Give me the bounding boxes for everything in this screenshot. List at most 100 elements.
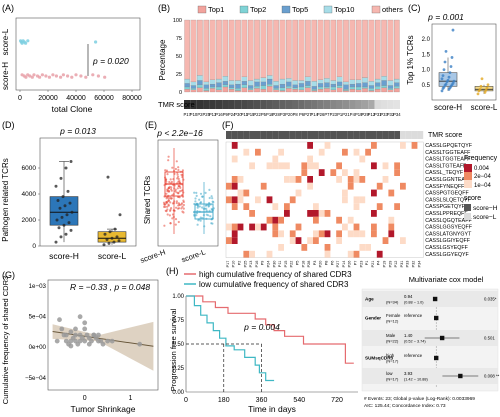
- panel-e-pvalue: p < 2.2e−16: [156, 128, 203, 138]
- panel-b-legend-swatch: [323, 5, 333, 14]
- panel-f-heat-cell: [284, 162, 290, 170]
- panel-f-heat-cell: [342, 169, 348, 176]
- panel-b-bar-segment: [260, 89, 267, 93]
- panel-d-ytick-label: 0: [32, 243, 36, 250]
- panel-f-heat-cell: [359, 176, 366, 183]
- panel-e-point: [208, 188, 211, 191]
- panel-f-heat-cell: [284, 176, 290, 183]
- panel-b-bar-segment: [235, 19, 241, 81]
- panel-a-point: [96, 74, 100, 78]
- panel-b-bar-segment: [209, 79, 216, 85]
- panel-b-bar-segment: [247, 85, 254, 89]
- panel-f-heat-cell: [342, 148, 348, 156]
- forest-level: high: [386, 353, 395, 358]
- panel-f-heat-cell: [237, 189, 244, 197]
- panel-b-bar-segment: [279, 83, 286, 88]
- panel-f-heat-cell: [324, 230, 331, 238]
- panel-b-bar-segment: [286, 81, 292, 87]
- panel-b-legend-swatch: [197, 5, 207, 14]
- panel-f-heat-cell: [365, 244, 371, 251]
- panel-b-tmr-cell: [298, 100, 305, 109]
- panel-f-heatmap: [225, 141, 424, 258]
- panel-f-row-label: CASSL_TEQYF: [425, 170, 464, 176]
- panel-g-confidence-band: [52, 321, 154, 371]
- panel-e-point: [166, 205, 169, 208]
- panel-b-tmr-cell: [361, 100, 369, 109]
- panel-b-bar-segment: [387, 89, 394, 93]
- panel-b-bar-segment: [343, 84, 349, 90]
- panel-e-point: [165, 169, 168, 172]
- panel-b-bar-segment: [184, 86, 190, 90]
- panel-b-tmr-cell: [304, 100, 312, 109]
- panel-b-bar-segment: [387, 88, 394, 90]
- panel-b-bar-segment: [298, 89, 305, 93]
- panel-e-point: [167, 197, 170, 200]
- panel-f-heat-cell: [336, 230, 342, 238]
- panel-b-bar-segment: [292, 19, 298, 81]
- panel-b-tmr-cell: [266, 100, 273, 109]
- panel-b-bar-segment: [190, 19, 197, 83]
- panel-f-heat-cell: [231, 223, 238, 231]
- panel-e-point: [177, 202, 180, 205]
- panel-a-point: [30, 75, 34, 79]
- panel-f-legend-tick-1: 0.004: [474, 166, 490, 172]
- panel-b-bar-segment: [324, 78, 330, 83]
- panel-b-xtick-label: P21: [342, 112, 350, 117]
- panel-g-point: [91, 332, 97, 338]
- panel-f-col-label: P15: [284, 261, 288, 268]
- panel-f-row-label: CASSLSLQETQYF: [425, 197, 471, 203]
- panel-g: (G) R = −0.33 , p = 0.048 Cumulative fre…: [1, 270, 159, 414]
- panel-a-xtick-label: 0: [18, 95, 22, 102]
- forest-hr: 0.94: [404, 294, 413, 299]
- panel-b-bar-segment: [266, 86, 273, 93]
- panel-e-point: [165, 180, 168, 183]
- forest-row-stripe: [362, 291, 498, 307]
- panel-b-bar-segment: [203, 81, 210, 85]
- panel-e-point: [168, 214, 171, 217]
- panel-f-heat-cell: [307, 210, 313, 217]
- panel-b-bar-segment: [349, 83, 356, 88]
- panel-b-bar-segment: [184, 89, 190, 93]
- panel-f-heat-cell: [249, 210, 255, 217]
- panel-e-point: [177, 166, 180, 169]
- panel-e-point: [171, 166, 174, 169]
- panel-d-point: [106, 175, 110, 179]
- panel-d-point: [67, 221, 71, 225]
- panel-f-heat-cell: [353, 196, 360, 204]
- panel-f-heat-cell: [359, 155, 366, 163]
- panel-e-cat-score-l: score-L: [180, 247, 207, 264]
- panel-b-bar-segment: [197, 87, 203, 93]
- panel-d-point: [59, 235, 63, 239]
- panel-e-point: [174, 223, 177, 226]
- panel-f-col-label: P29: [388, 261, 392, 268]
- panel-f-heat-cell: [394, 203, 400, 210]
- panel-b-bar-segment: [266, 83, 273, 87]
- panel-e-point: [165, 201, 168, 204]
- panel-b-bar-segment: [387, 80, 394, 86]
- panel-e-point: [169, 196, 172, 199]
- panel-f-heat-cell: [371, 230, 377, 238]
- panel-b-bar-segment: [381, 80, 387, 86]
- panel-b-xtick-label: P19: [355, 112, 363, 117]
- panel-f-tmr-cell: [284, 131, 290, 139]
- panel-f-heat-cell: [318, 148, 325, 156]
- panel-b-bar-segment: [260, 81, 267, 86]
- panel-b-tmr-cell: [342, 100, 350, 109]
- panel-f-heat-cell: [278, 230, 284, 238]
- panel-c-boxes: [438, 28, 494, 96]
- panel-c-point: [451, 28, 455, 32]
- panel-f-heat-cell: [324, 142, 331, 149]
- panel-f-tmr-cell: [342, 131, 348, 139]
- panel-f-heat-cell: [336, 237, 342, 244]
- panel-g-label: (G): [2, 270, 15, 280]
- panel-f-heat-cell: [278, 162, 284, 170]
- panel-b-bar-segment: [197, 80, 203, 85]
- panel-b-ytick-label: 25: [176, 72, 182, 78]
- panel-forest: Multivariate cox model Age (N=34) 0.94 (0.8…: [361, 275, 500, 409]
- panel-f-heat-cell: [226, 196, 232, 204]
- panel-f-heat-cell: [289, 230, 296, 238]
- panel-b-bar-segment: [336, 87, 343, 93]
- panel-f-row-label: CASSLTGTEAFF: [425, 163, 467, 169]
- panel-a-point: [24, 41, 28, 45]
- panel-e-point: [195, 191, 198, 194]
